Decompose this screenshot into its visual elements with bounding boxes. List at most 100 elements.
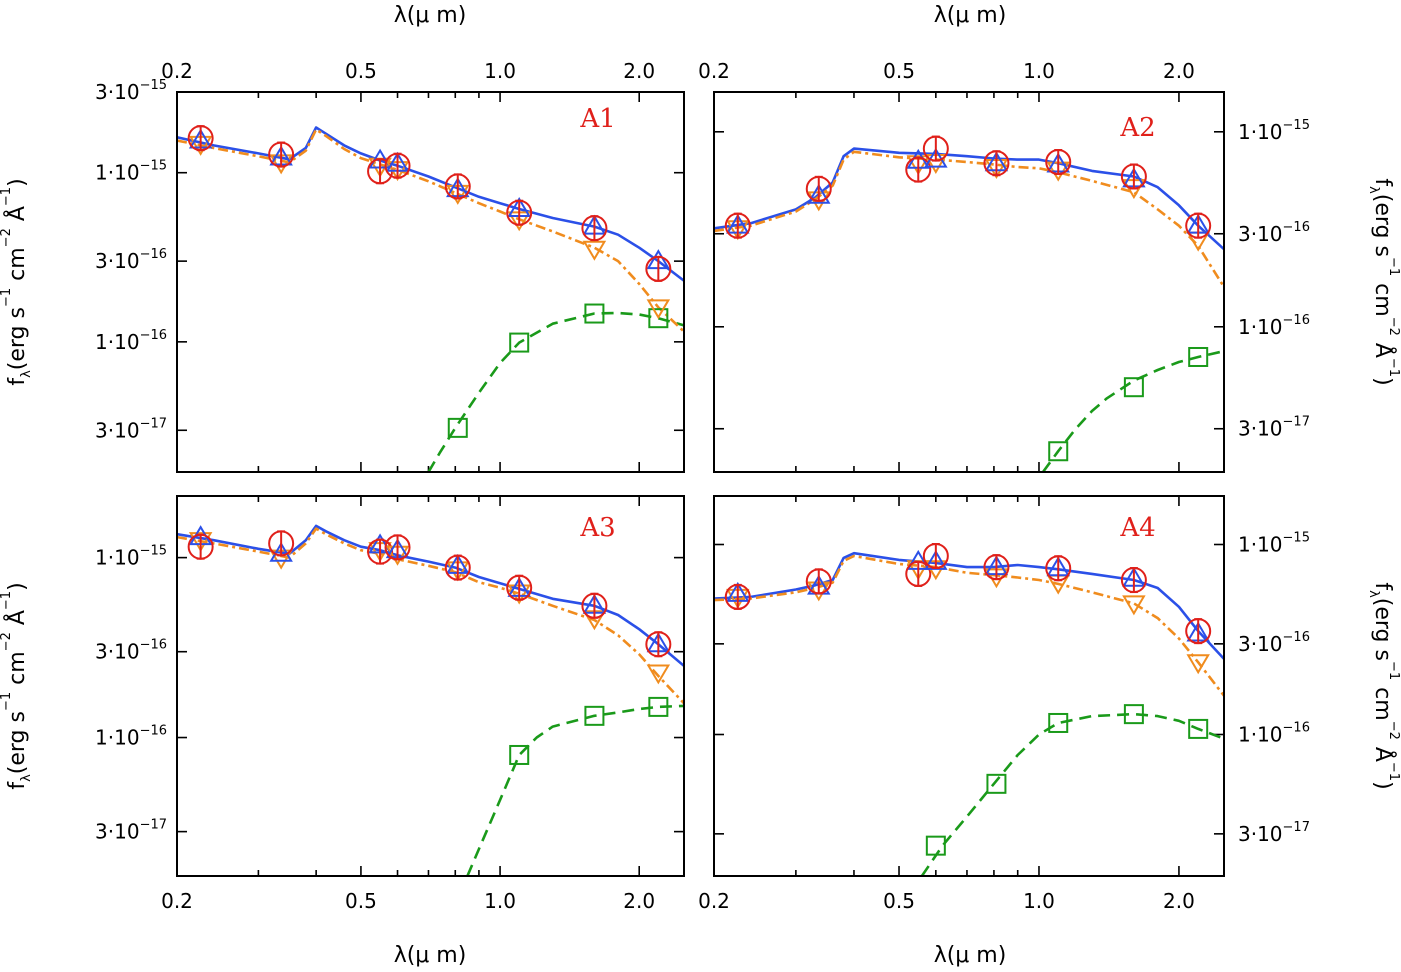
dust-fit-marker	[1048, 441, 1069, 462]
x-tick-label: 0.5	[883, 889, 915, 913]
dust-fit-marker	[584, 705, 605, 726]
observed-marker	[268, 141, 295, 168]
stellar-fit-marker	[646, 299, 671, 320]
y-tick-label: 1·10−16	[95, 724, 167, 750]
stellar-model-line	[714, 554, 1224, 697]
x-tick-label: 2.0	[1163, 889, 1195, 913]
stellar-fit-marker	[188, 532, 213, 553]
stellar-model-line	[177, 128, 684, 333]
x-tick-label: 1.0	[1023, 889, 1055, 913]
dust-fit-marker	[648, 308, 669, 329]
dust-fit-marker	[1123, 377, 1144, 398]
panel-frame	[713, 495, 1225, 877]
observed-marker	[905, 156, 932, 183]
x-tick-label: 1.0	[484, 59, 516, 83]
panel-label: A3	[579, 513, 615, 543]
x-tick-label: 0.5	[345, 889, 377, 913]
panel-label: A1	[579, 104, 615, 134]
observed-marker	[268, 530, 295, 557]
dust-fit-marker	[1188, 346, 1209, 367]
y-axis-title-right-bottom: fλ(erg s−1 cm−2 Å−1)	[1366, 582, 1401, 789]
observed-marker	[922, 135, 949, 162]
x-tick-label: 0.5	[883, 59, 915, 83]
dust-fit-marker	[1188, 718, 1209, 739]
observed-marker	[905, 560, 932, 587]
panel-frame	[176, 91, 685, 473]
plot-area	[177, 126, 684, 472]
y-tick-label: 1·10−16	[1238, 721, 1310, 747]
y-tick-label: 3·10−16	[95, 638, 167, 664]
x-tick-label: 2.0	[623, 889, 655, 913]
x-axis-title: λ(μ m)	[934, 3, 1007, 28]
x-tick-label: 0.2	[698, 59, 730, 83]
dust-fit-marker	[648, 696, 669, 717]
dust-fit-marker	[986, 773, 1007, 794]
x-tick-label: 0.5	[345, 59, 377, 83]
observed-marker	[444, 173, 471, 200]
y-tick-label: 1·10−15	[1238, 531, 1310, 557]
stellar-model-line	[177, 527, 684, 705]
plot-area	[714, 147, 1224, 472]
y-tick-label: 3·10−17	[1238, 415, 1310, 441]
x-tick-label: 2.0	[1163, 59, 1195, 83]
stellar-fit-marker	[646, 664, 671, 685]
y-tick-label: 3·10−17	[95, 818, 167, 844]
total-model-line	[714, 147, 1224, 251]
x-tick-label: 2.0	[623, 59, 655, 83]
total-model-line	[177, 126, 684, 282]
total-fit-marker	[269, 541, 293, 562]
observed-marker	[1185, 618, 1212, 645]
x-axis-title: λ(μ m)	[394, 943, 467, 968]
observed-marker	[384, 534, 411, 561]
observed-marker	[1120, 163, 1147, 190]
panel-label: A2	[1119, 113, 1155, 143]
observed-marker	[384, 152, 411, 179]
stellar-fit-marker	[906, 155, 931, 176]
y-tick-label: 3·10−16	[1238, 630, 1310, 656]
y-tick-label: 3·10−16	[95, 247, 167, 273]
x-tick-label: 1.0	[1023, 59, 1055, 83]
y-axis-title-left-top: fλ(erg s−1 cm−2 Å−1)	[0, 178, 34, 385]
observed-marker	[922, 542, 949, 569]
dust-model-line	[466, 704, 684, 876]
x-axis-title: λ(μ m)	[394, 3, 467, 28]
stellar-fit-marker	[1186, 654, 1210, 675]
observed-marker	[187, 533, 214, 560]
y-tick-label: 1·10−16	[1238, 313, 1310, 339]
plot-area	[177, 524, 684, 876]
y-axis-title-left-bottom: fλ(erg s−1 cm−2 Å−1)	[0, 582, 34, 789]
panel-frame	[176, 495, 685, 877]
dust-fit-marker	[925, 835, 946, 856]
y-tick-label: 3·10−17	[95, 416, 167, 442]
y-tick-label: 3·10−17	[1238, 820, 1310, 846]
observed-marker	[1120, 567, 1147, 594]
stellar-model-line	[714, 150, 1224, 288]
y-axis-title-right-top: fλ(erg s−1 cm−2 Å−1)	[1366, 178, 1401, 385]
y-tick-label: 1·10−15	[95, 544, 167, 570]
dust-model-line	[427, 311, 684, 472]
panel-label: A4	[1119, 513, 1155, 543]
dust-fit-marker	[509, 744, 530, 765]
x-tick-label: 0.2	[161, 889, 193, 913]
x-axis-title: λ(μ m)	[934, 943, 1007, 968]
y-tick-label: 1·10−15	[95, 159, 167, 185]
y-tick-label: 3·10−15	[95, 78, 167, 104]
observed-marker	[1185, 212, 1212, 239]
dust-fit-marker	[447, 417, 468, 438]
observed-marker	[1045, 149, 1072, 176]
observed-marker	[724, 212, 751, 239]
stellar-fit-marker	[582, 240, 607, 261]
observed-marker	[506, 199, 533, 226]
observed-marker	[805, 568, 832, 595]
y-tick-label: 3·10−16	[1238, 220, 1310, 246]
panel-frame	[713, 91, 1225, 473]
dust-fit-marker	[1123, 704, 1144, 725]
dust-fit-marker	[1048, 712, 1069, 733]
dust-model-line	[920, 712, 1224, 876]
dust-fit-marker	[509, 332, 530, 353]
panel-a3: 0.2 0.5 1.0 2.0 1·10−15 3·10−16 1·10−16 3·10−17…	[95, 495, 685, 913]
x-tick-label: 1.0	[484, 889, 516, 913]
total-model-line	[714, 551, 1224, 660]
dust-fit-marker	[584, 303, 605, 324]
observed-marker	[187, 125, 214, 152]
